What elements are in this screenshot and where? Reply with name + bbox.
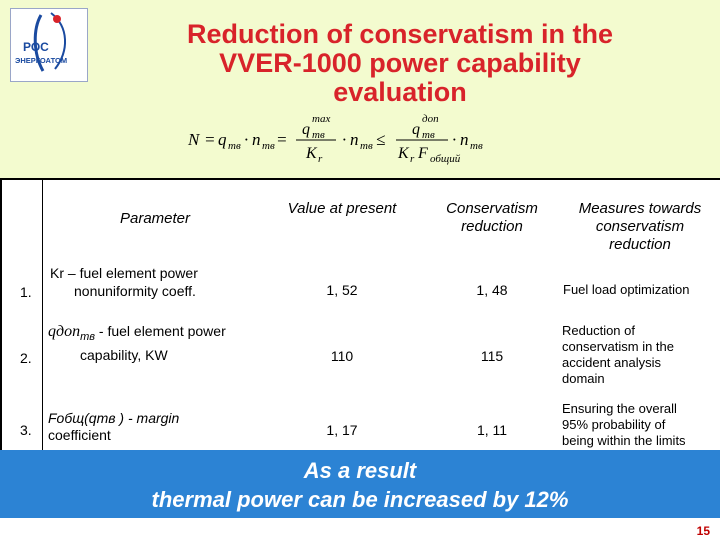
title-line-1: Reduction of conservatism in the xyxy=(186,19,614,49)
svg-text:·: · xyxy=(452,130,456,149)
row-2-measures: Reduction of conservatism in the acciden… xyxy=(562,323,674,386)
svg-text:тв: тв xyxy=(422,129,435,141)
svg-text:K: K xyxy=(397,145,410,162)
result-line-2: thermal power can be increased by 12% xyxy=(151,487,569,512)
row-2-parameter: qдоптв - fuel element power capability, … xyxy=(48,323,226,363)
header-conservatism: Conservatism reduction xyxy=(446,200,538,235)
svg-text:тв: тв xyxy=(262,140,275,152)
svg-text:N: N xyxy=(187,130,201,149)
row-1-measures: Fuel load optimization xyxy=(563,282,690,297)
result-banner: As a result thermal power can be increas… xyxy=(0,450,720,518)
row-2-number: 2. xyxy=(20,350,32,366)
svg-text:=: = xyxy=(276,130,287,149)
row-1-value: 1, 52 xyxy=(326,282,358,298)
svg-text:РОС: РОС xyxy=(23,40,49,54)
svg-text:q: q xyxy=(218,130,227,149)
svg-text:·: · xyxy=(244,130,248,149)
svg-text:q: q xyxy=(412,121,420,138)
svg-text:n: n xyxy=(252,130,261,149)
page-number: 15 xyxy=(696,524,710,538)
title-line-2: VVER-1000 power capability xyxy=(219,48,581,78)
table-column-divider xyxy=(42,180,43,450)
svg-text:·: · xyxy=(342,130,346,149)
row-3-measures: Ensuring the overall 95% probability of … xyxy=(562,401,686,448)
svg-text:max: max xyxy=(312,113,330,125)
svg-text:=: = xyxy=(204,130,215,149)
svg-text:общий: общий xyxy=(430,153,461,165)
svg-text:n: n xyxy=(460,130,469,149)
row-3-value: 1, 17 xyxy=(326,422,358,438)
header-parameter: Parameter xyxy=(119,210,191,227)
header-value: Value at present xyxy=(287,200,397,217)
row-1-parameter: Kr – fuel element power nonuniformity co… xyxy=(50,265,198,299)
svg-text:≤: ≤ xyxy=(376,130,385,149)
table-border-top xyxy=(0,178,720,180)
power-formula: N = q тв · n тв = max q тв K r · n тв ≤ … xyxy=(186,112,526,170)
header-area xyxy=(0,0,720,178)
header-measures: Measures towards conservatism reduction xyxy=(578,200,702,253)
rosenergoatom-logo: РОС ЭНЕРГОАТОМ xyxy=(10,8,88,82)
slide-title: Reduction of conservatism in the VVER-10… xyxy=(130,20,670,107)
svg-text:тв: тв xyxy=(470,140,483,152)
svg-text:тв: тв xyxy=(228,140,241,152)
svg-text:доп: доп xyxy=(422,113,439,125)
title-line-3: evaluation xyxy=(333,77,467,107)
svg-text:ЭНЕРГОАТОМ: ЭНЕРГОАТОМ xyxy=(15,56,67,65)
row-1-reduction: 1, 48 xyxy=(476,282,508,298)
result-line-1: As a result xyxy=(303,458,417,483)
row-3-number: 3. xyxy=(20,422,32,438)
svg-text:n: n xyxy=(350,130,359,149)
svg-text:r: r xyxy=(410,153,415,165)
svg-text:F: F xyxy=(417,145,428,162)
svg-text:q: q xyxy=(302,121,310,138)
row-1-number: 1. xyxy=(20,284,32,300)
row-2-reduction: 115 xyxy=(480,348,504,364)
svg-text:тв: тв xyxy=(312,129,325,141)
row-3-reduction: 1, 11 xyxy=(476,422,508,438)
svg-text:K: K xyxy=(305,145,318,162)
table-border-left xyxy=(0,178,2,450)
parameters-table xyxy=(0,178,720,450)
row-2-value: 110 xyxy=(330,348,354,364)
svg-text:r: r xyxy=(318,153,323,165)
row-3-parameter: Fобщ(qтв ) - margin coefficient xyxy=(48,410,180,443)
svg-text:тв: тв xyxy=(360,140,373,152)
